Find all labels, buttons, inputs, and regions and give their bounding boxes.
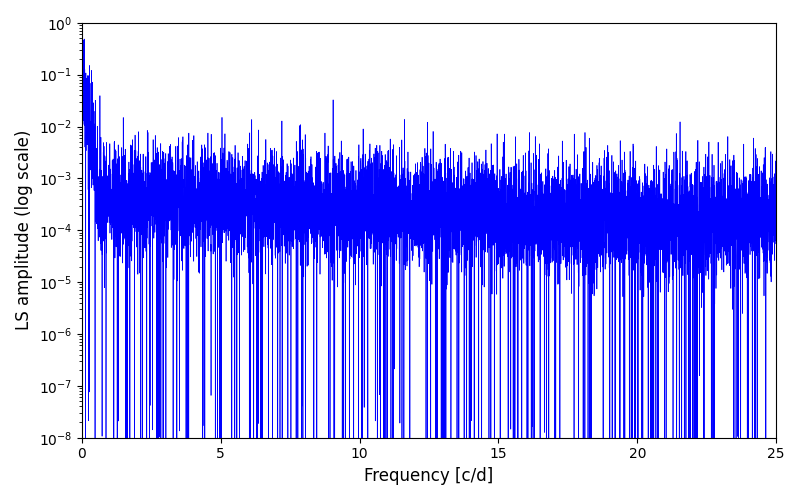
- Y-axis label: LS amplitude (log scale): LS amplitude (log scale): [15, 130, 33, 330]
- X-axis label: Frequency [c/d]: Frequency [c/d]: [364, 467, 494, 485]
